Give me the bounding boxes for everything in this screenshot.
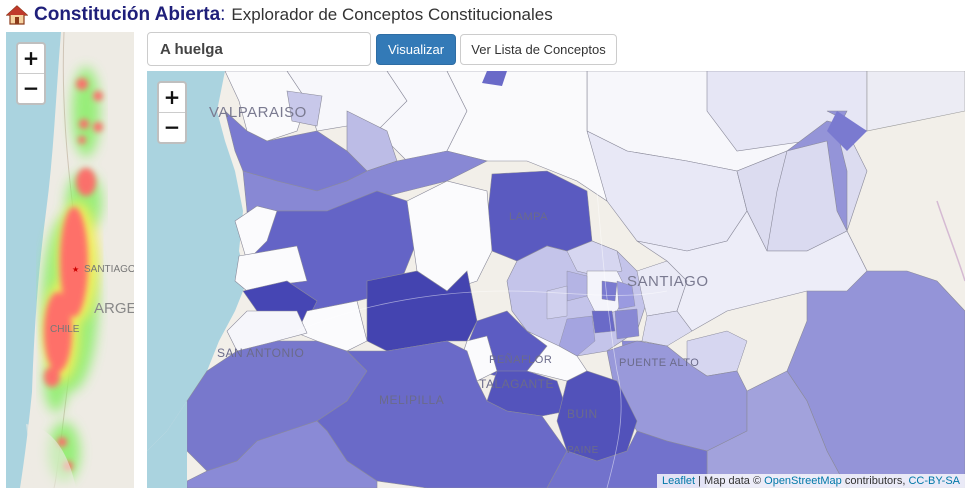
- svg-text:★: ★: [72, 265, 79, 274]
- label-buin: BUIN: [567, 407, 598, 421]
- label-lampa: LAMPA: [509, 211, 548, 223]
- site-subtitle: Explorador de Conceptos Constitucionales: [231, 5, 553, 24]
- overview-zoom-out-button[interactable]: −: [22, 76, 40, 100]
- page-header: Constitución Abierta: Explorador de Conc…: [6, 2, 553, 28]
- label-puente-alto: PUENTE ALTO: [619, 357, 700, 369]
- label-penaflor: PEÑAFLOR: [489, 354, 553, 366]
- map-zoom-out-button[interactable]: −: [163, 115, 181, 139]
- overview-zoom-control: + −: [16, 42, 46, 105]
- label-santiago: SANTIAGO: [627, 273, 709, 290]
- overview-label-argentina: ARGE: [94, 300, 134, 317]
- label-paine: PAINE: [567, 445, 599, 456]
- overview-map-canvas: ★: [6, 32, 134, 488]
- overview-zoom-in-button[interactable]: +: [18, 44, 44, 74]
- attribution-contributors: contributors,: [841, 475, 909, 487]
- title-separator: :: [220, 4, 226, 25]
- leaflet-link[interactable]: Leaflet: [662, 475, 696, 487]
- attribution-separator: |: [695, 475, 705, 487]
- choropleth-map-canvas: [147, 71, 965, 488]
- osm-link[interactable]: OpenStreetMap: [764, 475, 842, 487]
- overview-heatmap[interactable]: ★ + − SANTIAGO ARGE CHILE: [6, 32, 134, 488]
- concept-search-input[interactable]: [147, 32, 371, 66]
- map-zoom-in-button[interactable]: +: [159, 83, 185, 113]
- choropleth-map[interactable]: + − VALPARAISO LAMPA SANTIAGO SAN ANTONI…: [147, 71, 965, 488]
- map-zoom-control: + −: [157, 81, 187, 144]
- attribution-map-data: Map data ©: [704, 475, 765, 487]
- license-link[interactable]: CC-BY-SA: [908, 475, 960, 487]
- label-melipilla: MELIPILLA: [379, 393, 445, 407]
- concept-list-button[interactable]: Ver Lista de Conceptos: [460, 34, 617, 65]
- overview-label-chile: CHILE: [50, 324, 80, 335]
- visualize-button[interactable]: Visualizar: [376, 34, 456, 65]
- home-icon[interactable]: [6, 4, 28, 26]
- map-attribution: Leaflet | Map data © OpenStreetMap contr…: [657, 474, 965, 488]
- overview-label-santiago: SANTIAGO: [84, 264, 134, 275]
- label-san-antonio: SAN ANTONIO: [217, 346, 305, 360]
- site-title[interactable]: Constitución Abierta: [34, 4, 221, 25]
- label-talagante: TALAGANTE: [479, 377, 554, 391]
- label-valparaiso: VALPARAISO: [209, 104, 307, 121]
